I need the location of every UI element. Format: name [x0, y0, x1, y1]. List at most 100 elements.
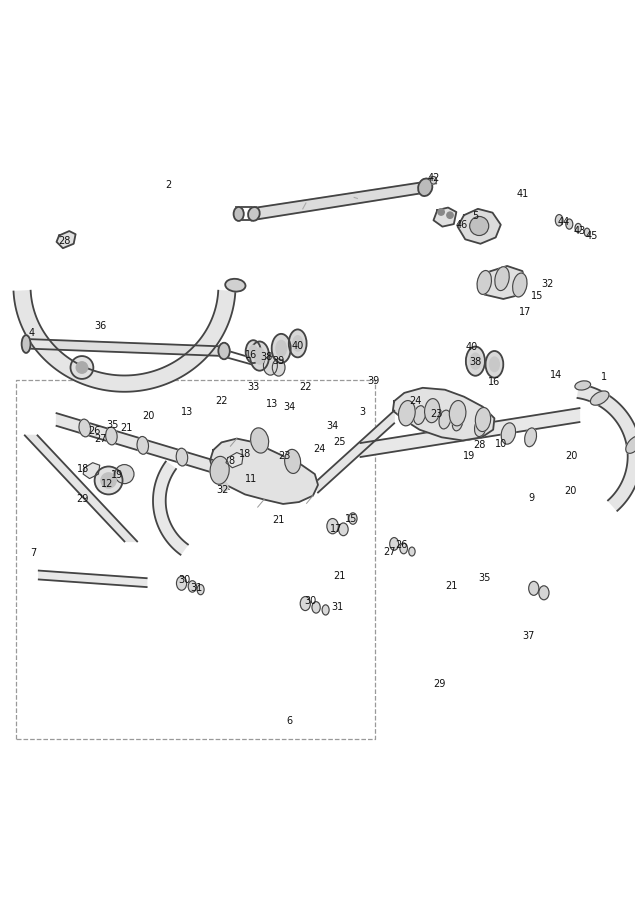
Ellipse shape — [250, 341, 269, 371]
Text: 37: 37 — [522, 631, 534, 641]
Polygon shape — [480, 266, 526, 299]
Ellipse shape — [322, 605, 329, 615]
Text: 20: 20 — [142, 411, 155, 421]
Text: 13: 13 — [266, 400, 279, 410]
Text: 23: 23 — [430, 409, 442, 419]
Ellipse shape — [245, 340, 261, 363]
Text: 21: 21 — [445, 580, 457, 590]
Ellipse shape — [221, 482, 228, 491]
Ellipse shape — [272, 334, 291, 363]
Text: 41: 41 — [516, 189, 529, 199]
Polygon shape — [458, 209, 501, 244]
Text: 34: 34 — [326, 421, 338, 431]
Circle shape — [95, 466, 123, 494]
Ellipse shape — [225, 279, 245, 292]
Ellipse shape — [590, 391, 609, 405]
Ellipse shape — [233, 207, 244, 220]
Ellipse shape — [300, 597, 310, 610]
Text: 19: 19 — [111, 471, 123, 481]
Text: 15: 15 — [531, 292, 543, 302]
Polygon shape — [25, 436, 137, 542]
Ellipse shape — [490, 357, 499, 372]
Circle shape — [115, 464, 134, 483]
Text: 42: 42 — [427, 174, 439, 184]
Polygon shape — [577, 384, 636, 510]
Ellipse shape — [312, 602, 320, 613]
Ellipse shape — [272, 359, 285, 376]
Text: 15: 15 — [345, 514, 358, 524]
Text: 7: 7 — [31, 548, 37, 558]
Text: 40: 40 — [291, 341, 304, 351]
Text: 18: 18 — [239, 449, 251, 459]
Text: 21: 21 — [272, 515, 284, 525]
Ellipse shape — [390, 537, 399, 550]
Ellipse shape — [188, 580, 197, 592]
Text: 45: 45 — [586, 230, 598, 240]
Text: 18: 18 — [77, 464, 89, 474]
Text: 22: 22 — [299, 382, 312, 392]
Ellipse shape — [176, 576, 186, 590]
Text: 36: 36 — [94, 321, 106, 331]
Text: 23: 23 — [278, 451, 291, 462]
Text: 3: 3 — [359, 407, 366, 417]
Ellipse shape — [529, 581, 539, 595]
Polygon shape — [361, 408, 579, 457]
Text: 11: 11 — [245, 473, 258, 483]
Text: 24: 24 — [313, 444, 326, 454]
Ellipse shape — [566, 219, 573, 230]
Polygon shape — [25, 339, 226, 356]
Ellipse shape — [575, 223, 581, 232]
Ellipse shape — [293, 336, 303, 351]
Text: 32: 32 — [541, 279, 554, 289]
Text: 22: 22 — [216, 396, 228, 406]
Text: 21: 21 — [333, 571, 346, 580]
Polygon shape — [251, 182, 427, 220]
Ellipse shape — [439, 410, 451, 429]
Text: 38: 38 — [260, 352, 272, 362]
Text: 31: 31 — [191, 582, 203, 593]
Ellipse shape — [418, 178, 432, 196]
Ellipse shape — [539, 586, 549, 599]
Ellipse shape — [400, 543, 408, 553]
Text: 1: 1 — [600, 372, 607, 382]
Ellipse shape — [349, 513, 357, 524]
Ellipse shape — [449, 400, 466, 426]
Ellipse shape — [425, 399, 440, 423]
Text: 29: 29 — [76, 494, 89, 504]
Text: 27: 27 — [95, 434, 107, 444]
Circle shape — [438, 209, 445, 215]
Circle shape — [447, 212, 453, 219]
Ellipse shape — [276, 340, 286, 356]
Ellipse shape — [22, 335, 31, 353]
Text: 28: 28 — [58, 236, 71, 246]
Text: 46: 46 — [455, 220, 467, 230]
Text: 40: 40 — [466, 342, 478, 352]
Ellipse shape — [327, 518, 338, 534]
Text: 2: 2 — [166, 180, 172, 190]
Ellipse shape — [575, 381, 591, 390]
Ellipse shape — [79, 419, 90, 436]
Text: 26: 26 — [396, 540, 408, 550]
Polygon shape — [318, 410, 394, 492]
Polygon shape — [210, 438, 318, 504]
Text: 44: 44 — [558, 217, 570, 227]
Text: 5: 5 — [473, 212, 478, 221]
Text: 8: 8 — [228, 456, 234, 466]
Text: 20: 20 — [563, 486, 576, 496]
Ellipse shape — [248, 207, 259, 220]
Ellipse shape — [176, 448, 188, 466]
Ellipse shape — [263, 356, 277, 375]
Text: 39: 39 — [272, 356, 284, 366]
Circle shape — [469, 217, 488, 236]
Polygon shape — [57, 231, 76, 248]
Ellipse shape — [485, 351, 503, 378]
Ellipse shape — [285, 449, 301, 473]
Text: 25: 25 — [333, 437, 346, 447]
Text: 31: 31 — [331, 602, 343, 612]
Ellipse shape — [197, 584, 204, 595]
Text: 32: 32 — [216, 485, 228, 495]
Ellipse shape — [513, 273, 527, 297]
Polygon shape — [434, 208, 457, 227]
Text: 21: 21 — [120, 423, 132, 434]
Ellipse shape — [452, 413, 463, 431]
